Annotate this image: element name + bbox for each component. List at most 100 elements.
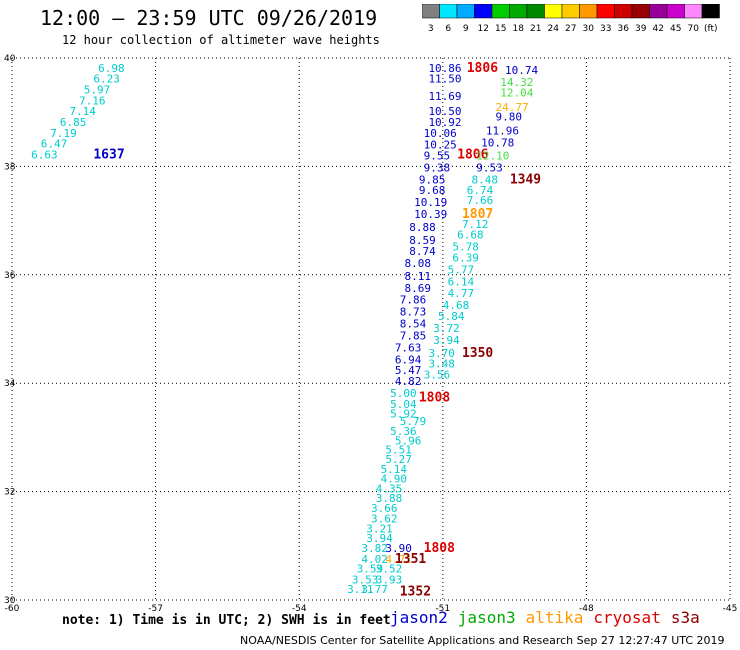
- wave-height-label: 5.00: [390, 387, 417, 400]
- wave-height-label: 5.36: [390, 425, 417, 438]
- wave-height-label: 3.59: [357, 563, 384, 576]
- wave-height-label: 5.97: [84, 83, 111, 96]
- color-scale-label: 21: [530, 24, 541, 34]
- chart-subtitle: 12 hour collection of altimeter wave hei…: [62, 33, 380, 47]
- color-scale-label: 6: [445, 24, 451, 34]
- color-scale-label: 39: [635, 24, 647, 34]
- wave-height-label: 9.55: [424, 150, 451, 163]
- wave-height-label: 12.10: [476, 150, 509, 163]
- color-scale-label: (ft): [704, 24, 718, 34]
- wave-height-label: 4.68: [443, 299, 470, 312]
- wave-height-label: 6.63: [31, 148, 58, 161]
- y-tick-label: 30: [4, 596, 16, 606]
- wave-height-label: 5.77: [448, 263, 475, 276]
- wave-height-label: 6.39: [452, 251, 479, 264]
- wave-height-label: 5.04: [390, 398, 417, 411]
- wave-height-label: 12.04: [500, 87, 533, 100]
- wave-height-label: 5.14: [381, 463, 408, 476]
- wave-height-label: 5.27: [385, 453, 412, 466]
- wave-height-label: 9.68: [419, 184, 446, 197]
- wave-height-label: 6.47: [41, 138, 68, 151]
- wave-height-label: 3.72: [433, 322, 460, 335]
- color-scale-label: 24: [548, 24, 560, 34]
- wave-height-label: 8.69: [405, 282, 432, 295]
- wave-height-label: 7.19: [50, 127, 77, 140]
- pass-time-label: 1352: [400, 584, 431, 599]
- pass-time-label: 1808: [424, 541, 455, 556]
- color-scale-label: 30: [583, 24, 595, 34]
- wave-height-label: 8.88: [409, 221, 436, 234]
- wave-height-label: 14.32: [500, 76, 533, 89]
- pass-time-label: 1351: [395, 552, 426, 567]
- wave-height-label: 9.53: [476, 161, 503, 174]
- chart-title: 12:00 — 23:59 UTC 09/26/2019: [40, 6, 378, 30]
- pass-time-label: 1806: [467, 61, 498, 76]
- wave-height-label: 10.50: [428, 105, 461, 118]
- wave-height-label: 3.77: [361, 583, 388, 596]
- pass-time-label: 1637: [93, 147, 124, 162]
- wave-height-label: 9.80: [495, 111, 522, 124]
- wave-height-label: 3.82: [361, 542, 388, 555]
- satellite-legend-item: s3a: [670, 608, 700, 627]
- wave-height-label: 7.86: [400, 294, 427, 307]
- pass-time-label: 1806: [457, 147, 488, 162]
- footer-credit: NOAA/NESDIS Center for Satellite Applica…: [240, 634, 725, 647]
- color-scale-label: 45: [670, 24, 681, 34]
- y-tick-label: 32: [4, 488, 15, 498]
- wave-height-label: 7.66: [467, 194, 494, 207]
- wave-height-label: 3.62: [371, 513, 398, 526]
- y-tick-label: 36: [4, 271, 16, 281]
- wave-height-label: 3.56: [424, 369, 451, 382]
- wave-height-label: 3.93: [376, 573, 403, 586]
- color-scale-label: 36: [618, 24, 630, 34]
- color-scale-label: 18: [513, 24, 525, 34]
- wave-height-label: 7.12: [462, 218, 489, 231]
- wave-height-label: 8.73: [400, 306, 427, 319]
- y-tick-label: 38: [4, 162, 16, 172]
- wave-height-label: 3.21: [366, 522, 393, 535]
- color-scale-label: 70: [688, 24, 700, 34]
- color-scale-legend: 3 6 9 12 15 18 21 24 27 30 33 36 39 42 45 70 (ft): [422, 4, 720, 34]
- wave-height-label: 7.85: [400, 330, 427, 343]
- color-scale-label: 42: [653, 24, 664, 34]
- x-tick-label: -45: [723, 604, 738, 612]
- wave-height-label: 3.70: [428, 347, 455, 360]
- wave-height-label: 5.96: [395, 435, 422, 448]
- x-tick-label: -57: [148, 604, 163, 612]
- wave-height-label: 6.85: [60, 116, 87, 129]
- wave-height-label: 6.98: [98, 62, 125, 75]
- color-scale-label: 15: [495, 24, 506, 34]
- wave-height-label: 11.50: [428, 73, 461, 86]
- wave-height-label: 5.51: [385, 443, 412, 456]
- wave-height-label: 24.77: [495, 101, 528, 114]
- satellite-legend-item: jason2: [390, 608, 448, 627]
- wave-height-map: -60 -57 -54 -51 -48 -453032343638406.986.235.…: [4, 54, 738, 612]
- satellite-legend-item: jason3: [457, 608, 516, 627]
- wave-height-label: 4.82: [395, 375, 422, 388]
- wave-height-label: 4.90: [381, 473, 408, 486]
- wave-height-label: 3.94: [366, 532, 393, 545]
- wave-height-label: 3.11: [347, 583, 374, 596]
- wave-height-label: 10.25: [424, 139, 457, 152]
- pass-time-label: 1350: [462, 346, 493, 361]
- wave-height-label: 3.48: [428, 358, 455, 371]
- color-scale-label: 33: [600, 24, 611, 34]
- color-scale-label: 12: [478, 24, 489, 34]
- wave-height-label: 7.14: [69, 105, 96, 118]
- wave-height-label: 3.94: [433, 334, 460, 347]
- wave-height-label: 3.52: [376, 563, 403, 576]
- wave-height-label: 6.23: [93, 73, 120, 86]
- x-tick-label: -54: [292, 604, 307, 612]
- wave-height-label: 8.59: [409, 234, 436, 247]
- wave-height-label: 10.74: [505, 64, 538, 77]
- wave-height-label: 3.53: [352, 573, 379, 586]
- wave-height-label: 3.66: [371, 502, 398, 515]
- wave-height-label: 11.69: [428, 90, 461, 103]
- wave-height-label: 9.85: [419, 173, 446, 186]
- wave-height-label: 10.06: [424, 127, 457, 140]
- color-scale-label: 27: [565, 24, 576, 34]
- wave-height-label: 4.35: [376, 482, 403, 495]
- satellite-legend-item: altika: [525, 608, 584, 627]
- wave-height-label: 6.14: [448, 275, 475, 288]
- y-tick-label: 34: [4, 379, 16, 389]
